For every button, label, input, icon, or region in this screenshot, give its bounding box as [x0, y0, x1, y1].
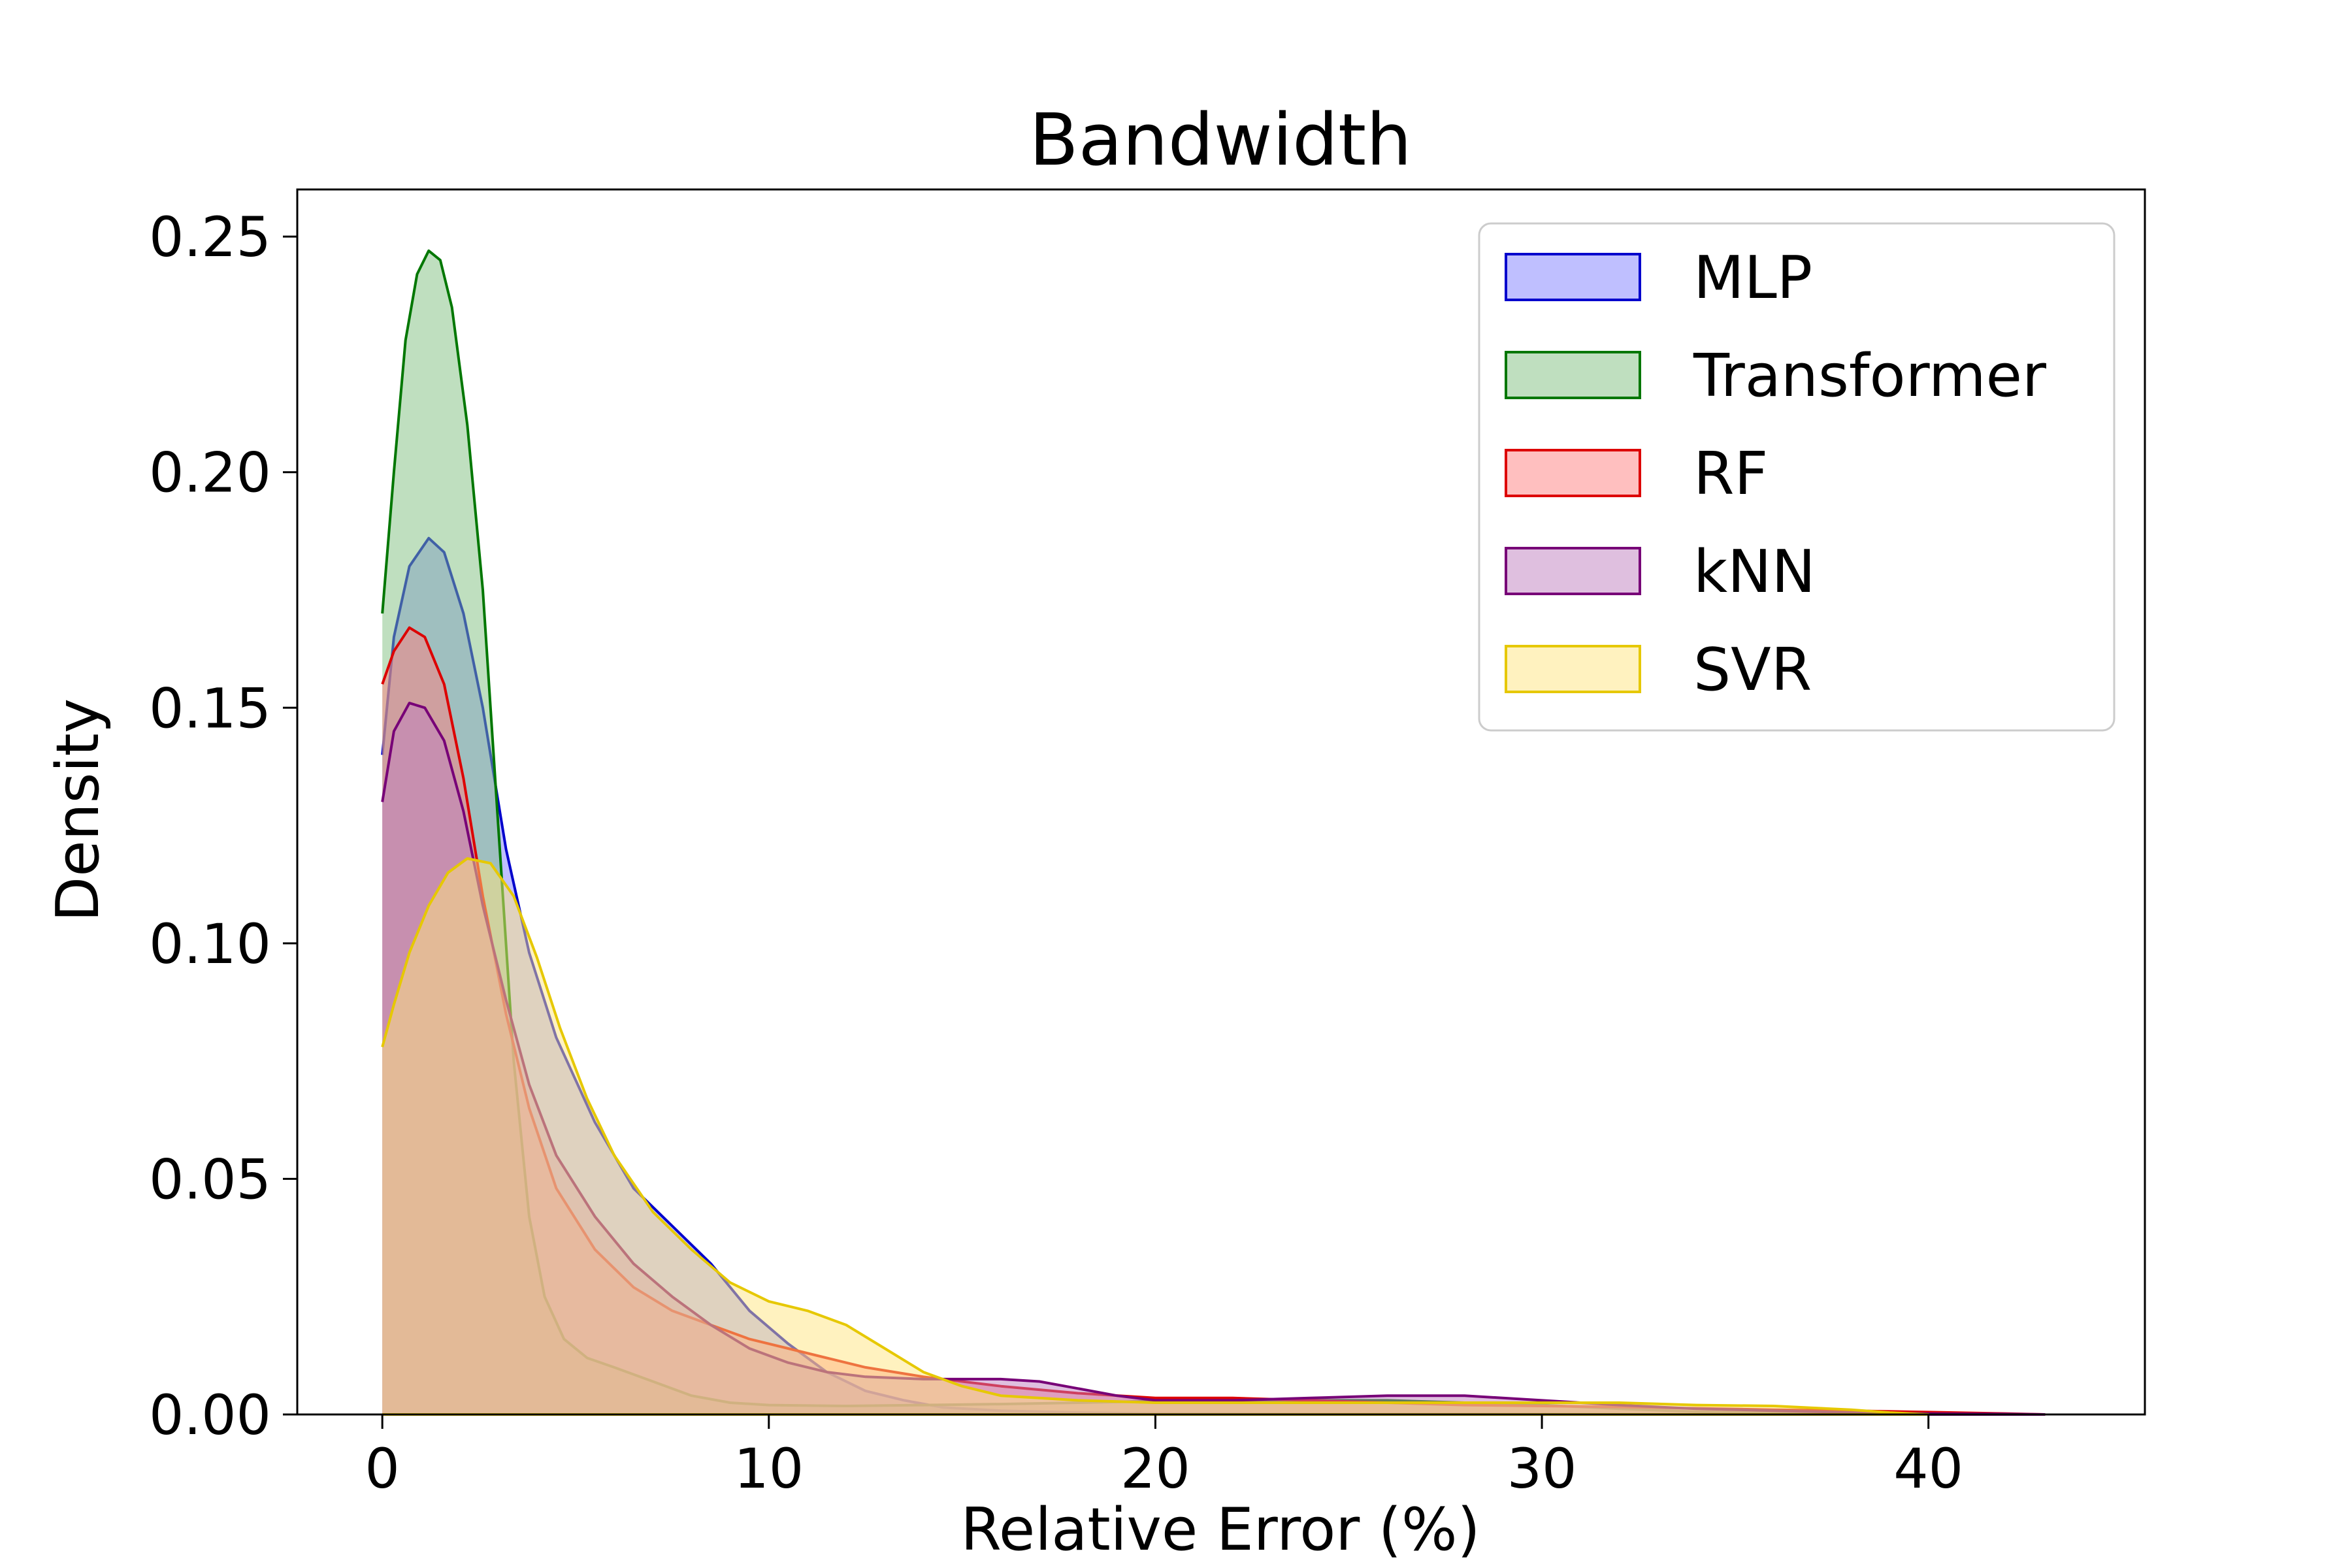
- legend-box: [1478, 222, 2115, 732]
- legend-label-mlp: MLP: [1693, 244, 1812, 312]
- legend-label-svr: SVR: [1693, 636, 1812, 704]
- y-tick-label: 0.05: [149, 1147, 271, 1211]
- x-axis: 0 10 20 30 40: [365, 1414, 1963, 1501]
- y-tick-label: 0.25: [149, 205, 271, 269]
- density-line-svr: [381, 857, 1930, 1416]
- density-fill-svr: [382, 858, 1929, 1414]
- x-tick-label: 0: [365, 1437, 399, 1501]
- legend-swatch-rf: [1505, 449, 1641, 497]
- x-tick-label: 30: [1507, 1437, 1577, 1501]
- x-tick-label: 20: [1120, 1437, 1190, 1501]
- y-tick-label: 0.15: [149, 676, 271, 740]
- y-axis: 0.00 0.05 0.10 0.15 0.20 0.25: [149, 205, 297, 1447]
- y-tick-label: 0.10: [149, 912, 271, 976]
- x-tick-label: 10: [734, 1437, 804, 1501]
- legend: MLP Transformer RF kNN SVR: [1478, 222, 2115, 732]
- x-axis-title: Relative Error (%): [960, 1495, 1480, 1564]
- y-tick-label: 0.20: [149, 441, 271, 505]
- chart-title: Bandwidth: [1029, 98, 1412, 182]
- y-axis-title: Density: [44, 698, 112, 922]
- legend-swatch-mlp: [1505, 253, 1641, 301]
- legend-swatch-knn: [1505, 547, 1641, 595]
- legend-swatch-transformer: [1505, 351, 1641, 399]
- legend-swatch-svr: [1505, 645, 1641, 693]
- legend-label-transformer: Transformer: [1693, 342, 2046, 410]
- x-tick-label: 40: [1893, 1437, 1963, 1501]
- plot-frame: [296, 188, 2146, 1416]
- legend-label-knn: kNN: [1693, 538, 1816, 606]
- legend-label-rf: RF: [1693, 440, 1768, 508]
- y-tick-label: 0.00: [149, 1383, 271, 1447]
